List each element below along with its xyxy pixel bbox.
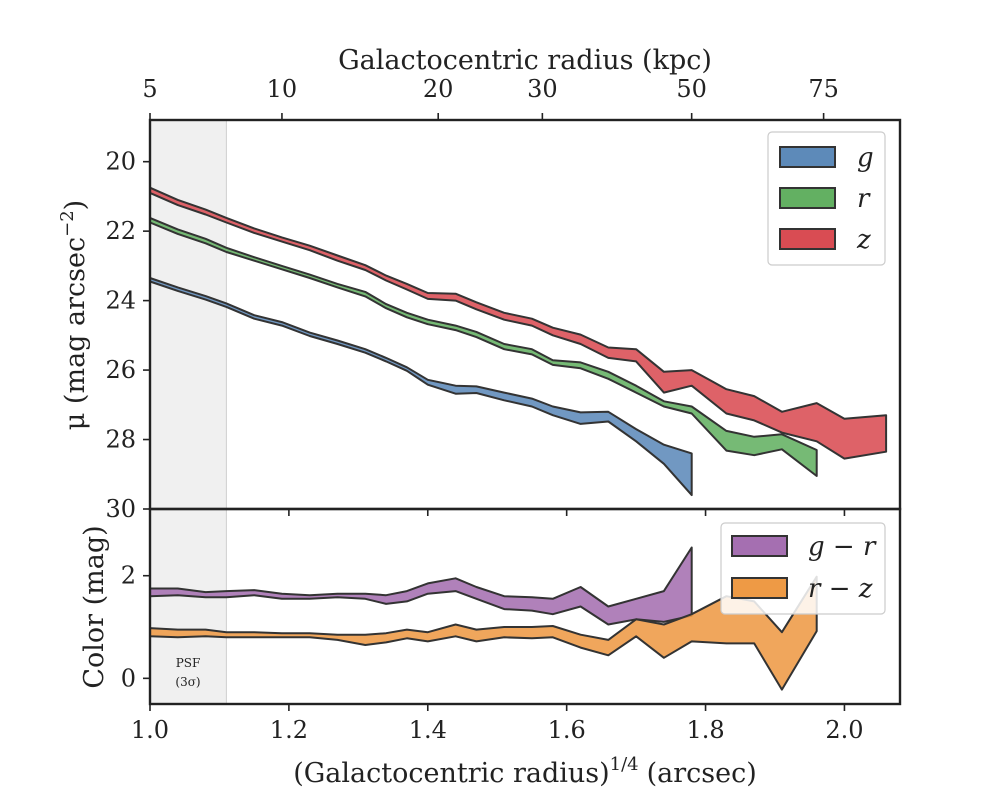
- y-tick-label: 22: [105, 217, 136, 245]
- x-axis-title: (Galactocentric radius)1/4 (arcsec): [293, 754, 757, 789]
- y-axis-title: μ (mag arcsec−2): [57, 200, 91, 430]
- legend-swatch-g: [779, 146, 836, 168]
- y-axis-title-end: ): [60, 200, 91, 211]
- top-tick-label: 5: [142, 75, 157, 103]
- legend-colors: g − r r − z: [720, 522, 886, 615]
- legend-bands: g r z: [767, 131, 886, 266]
- x-axis-title-main: (Galactocentric radius): [293, 758, 609, 789]
- legend-label-g: g: [857, 143, 874, 173]
- band-r: [149, 216, 818, 477]
- y-tick-label: 24: [105, 287, 136, 315]
- color-plot-frame: [148, 507, 902, 706]
- color-y-axis-title: Color (mag): [79, 525, 110, 688]
- y-tick-label: 28: [105, 426, 136, 454]
- x-tick-label: 1.6: [548, 716, 586, 744]
- top-tick-label: 75: [808, 75, 839, 103]
- y-tick-label: 26: [105, 356, 136, 384]
- legend-swatch-z: [779, 228, 836, 250]
- color-panel: 1.0 1.2 1.4 1.6 1.8 2.0 0 2: [121, 507, 902, 744]
- color-y-tick-label: 0: [121, 664, 136, 692]
- band-z: [149, 186, 888, 460]
- x-tick-label: 2.0: [825, 716, 863, 744]
- legend-label-z: z: [856, 225, 871, 255]
- psf-label: PSF: [176, 656, 201, 670]
- legend-label-r: r: [857, 184, 871, 214]
- top-tick-label: 10: [267, 75, 298, 103]
- x-tick-label: 1.8: [686, 716, 724, 744]
- psf-sigma-label: (3σ): [175, 675, 200, 689]
- legend-label-g-r: g − r: [808, 532, 877, 562]
- top-axis-title: Galactocentric radius (kpc): [338, 45, 712, 76]
- y-tick-label: 20: [105, 148, 136, 176]
- top-tick-label: 50: [676, 75, 707, 103]
- top-tick-label: 20: [423, 75, 454, 103]
- x-tick-label: 1.0: [131, 716, 169, 744]
- legend-swatch-g-r: [731, 535, 788, 557]
- x-axis-title-unit: (arcsec): [647, 758, 757, 789]
- band-r-z: [149, 575, 818, 691]
- y-axis-title-exponent: −2: [57, 210, 78, 237]
- legend-swatch-r-z: [731, 577, 788, 599]
- color-y-tick-label: 2: [121, 562, 136, 590]
- legend-label-r-z: r − z: [808, 574, 873, 604]
- x-tick-label: 1.2: [270, 716, 308, 744]
- y-axis-title-main: μ (mag arcsec: [60, 237, 91, 430]
- y-tick-label: 30: [105, 495, 136, 523]
- legend-swatch-r: [779, 187, 836, 209]
- band-g: [149, 277, 693, 497]
- top-tick-label: 30: [527, 75, 558, 103]
- x-axis-title-exponent: 1/4: [610, 754, 639, 775]
- x-tick-label: 1.4: [409, 716, 447, 744]
